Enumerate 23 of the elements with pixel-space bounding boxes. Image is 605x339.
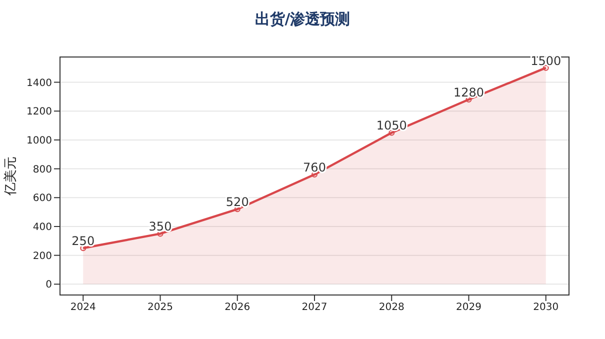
- y-tick-label: 400: [32, 222, 52, 234]
- x-tick-label: 2024: [70, 302, 96, 314]
- y-tick-label: 800: [32, 164, 52, 176]
- data-label: 760: [303, 160, 326, 175]
- y-tick-label: 600: [32, 193, 52, 204]
- x-tick-label: 2029: [456, 302, 482, 314]
- y-axis-title: 亿美元: [2, 156, 19, 196]
- x-tick-label: 2026: [224, 302, 250, 314]
- data-label: 350: [148, 220, 172, 234]
- data-label: 1280: [453, 86, 484, 100]
- y-tick-label: 1000: [26, 135, 52, 146]
- data-label: 1050: [376, 118, 407, 133]
- x-tick-label: 2030: [533, 302, 559, 314]
- data-label: 520: [226, 195, 249, 210]
- x-tick-label: 2028: [378, 302, 404, 314]
- chart-title: 出货/渗透预测: [254, 10, 352, 29]
- y-tick-label: 1200: [26, 106, 52, 118]
- x-tick-label: 2025: [148, 302, 173, 314]
- y-tick-label: 0: [46, 280, 52, 291]
- y-tick-label: 200: [32, 250, 52, 262]
- data-label: 250: [72, 234, 95, 248]
- x-tick-label: 2027: [302, 302, 328, 314]
- y-tick-label: 1400: [26, 78, 52, 89]
